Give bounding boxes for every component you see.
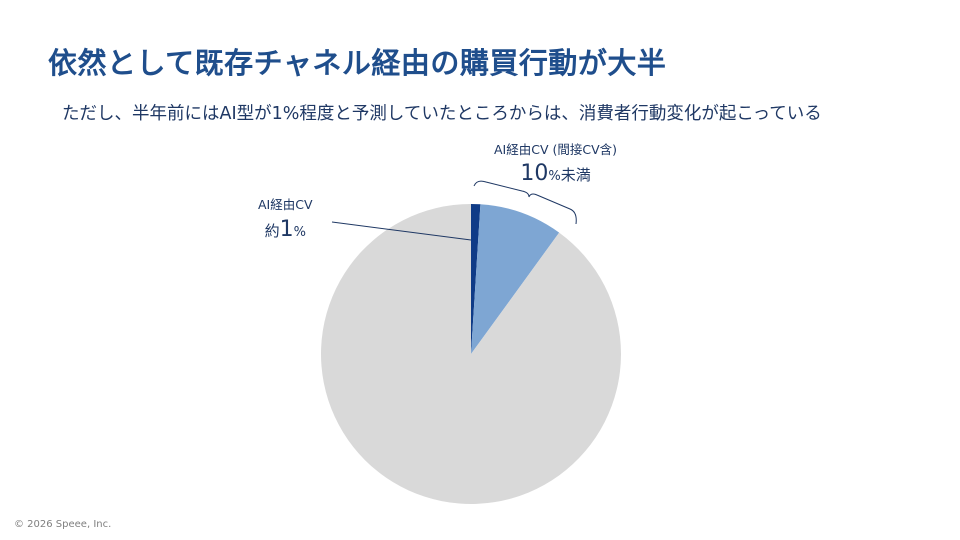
- pie-slices: [321, 204, 621, 504]
- curly-brace: [473, 180, 577, 225]
- ai-total-name: AI経由CV (間接CV含): [494, 142, 618, 157]
- page-title: 依然として既存チャネル経由の購買行動が大半: [48, 46, 667, 80]
- ai-total-label: AI経由CV (間接CV含) 10%未満: [494, 139, 617, 186]
- ai-total-unit: %: [548, 169, 561, 184]
- ai-total-suffix: 未満: [560, 166, 591, 184]
- page-subtitle: ただし、半年前にはAI型が1%程度と予測していたところからは、消費者行動変化が起…: [62, 104, 822, 124]
- pie-slice-1: [471, 204, 560, 354]
- leader-line: [331, 221, 472, 241]
- ai-direct-name: AI経由CV: [258, 197, 313, 212]
- ai-direct-value: 1: [279, 217, 294, 242]
- pie-slice-2: [321, 204, 621, 504]
- ai-direct-prefix: 約: [264, 222, 280, 240]
- ai-direct-label: AI経由CV 約1%: [258, 194, 313, 242]
- copyright: © 2026 Speee, Inc.: [14, 519, 112, 530]
- pie-slice-0: [471, 204, 481, 354]
- ai-total-value: 10: [520, 161, 549, 186]
- ai-direct-unit: %: [293, 225, 306, 240]
